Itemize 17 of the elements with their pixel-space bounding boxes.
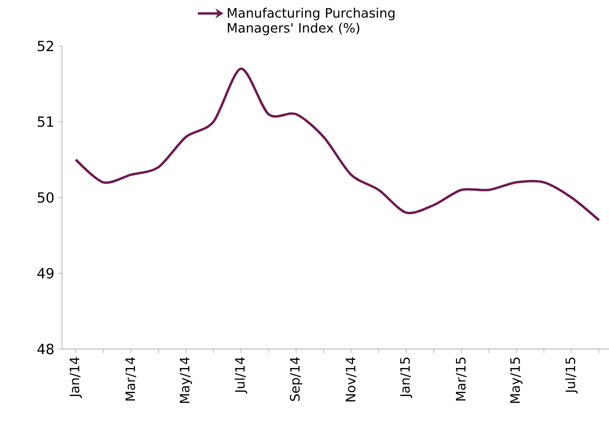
- y-tick-label: 51: [38, 116, 54, 127]
- x-tick-label: Jul/14: [234, 357, 248, 394]
- x-tick-label: Jan/15: [400, 358, 412, 398]
- x-tick-label: May/15: [510, 358, 522, 403]
- y-tick-label: 49: [37, 268, 54, 279]
- x-tick-label: Jan/14: [70, 357, 82, 398]
- legend-label: Manufacturing Purchasing Managers' Index (%): [228, 8, 394, 36]
- x-tick-label: Nov/14: [346, 357, 356, 402]
- y-tick-label: 50: [38, 192, 54, 203]
- x-tick-label: Jul/15: [565, 358, 578, 394]
- y-tick-label: 52: [38, 40, 54, 52]
- x-tick-label: Mar/14: [126, 357, 136, 401]
- x-tick-label: Mar/15: [456, 358, 467, 401]
- x-tick-label: May/14: [180, 357, 192, 403]
- line-series: [74, 68, 600, 222]
- x-tick-label: Sep/14: [290, 357, 302, 401]
- y-tick-label: 48: [37, 344, 54, 354]
